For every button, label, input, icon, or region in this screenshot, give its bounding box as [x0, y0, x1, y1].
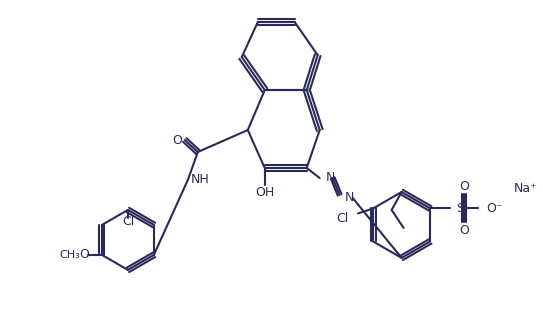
- Text: O: O: [172, 134, 182, 146]
- Text: NH: NH: [191, 173, 210, 186]
- Text: O: O: [459, 180, 469, 193]
- Text: O: O: [79, 248, 89, 261]
- Text: O: O: [459, 224, 469, 237]
- Text: N: N: [326, 171, 335, 185]
- Text: Cl: Cl: [122, 215, 134, 229]
- Text: O⁻: O⁻: [486, 202, 503, 215]
- Text: OH: OH: [255, 186, 274, 200]
- Text: N: N: [345, 191, 354, 204]
- Text: CH₃: CH₃: [60, 250, 80, 260]
- Text: Cl: Cl: [336, 212, 348, 225]
- Text: Na⁺: Na⁺: [514, 182, 538, 195]
- Text: S: S: [456, 202, 464, 215]
